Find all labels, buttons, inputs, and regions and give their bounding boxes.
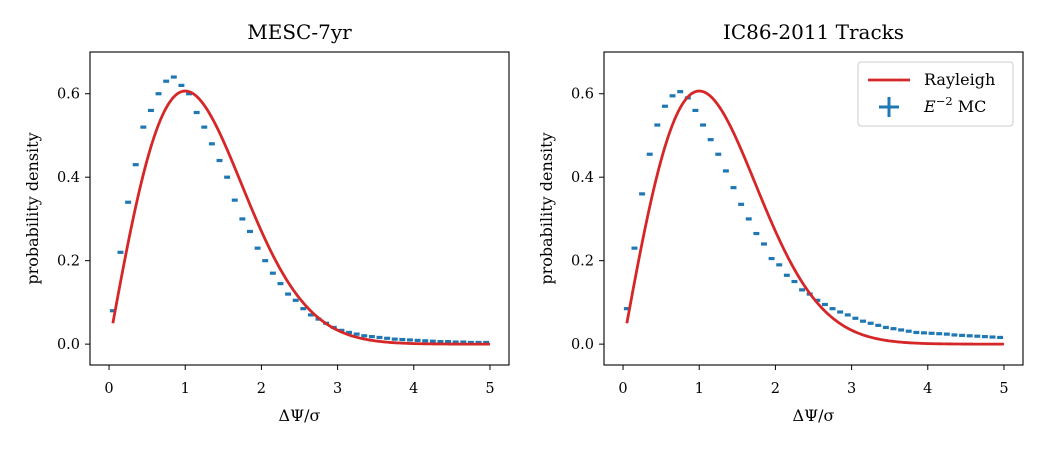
chart-title: MESC-7yr [247,20,352,44]
y-tick-label: 0.0 [57,337,80,353]
x-tick-label: 3 [333,381,342,397]
x-tick-label: 4 [409,381,418,397]
legend-box [857,61,1014,127]
legend: Rayleigh E−2 MC [857,61,1014,127]
chart-panel-1: MESC-7yr 0 1 2 3 4 5 0.0 0.2 0.4 0.6 ΔΨ/σ probabilit… [23,20,510,425]
chart-title: IC86-2011 Tracks [723,20,904,44]
y-tick-label: 0.6 [571,87,594,103]
y-tick-label: 0.4 [57,170,80,186]
plot-frame [603,51,1024,366]
x-tick-label: 5 [485,381,494,397]
y-tick-label: 0.2 [571,254,594,270]
y-axis-label: probability density [23,132,42,284]
x-tick-label: 4 [923,381,932,397]
legend-label-rayleigh: Rayleigh [924,70,995,89]
y-tick-label: 0.0 [571,337,594,353]
x-tick-label: 2 [771,381,780,397]
y-axis-label: probability density [537,132,556,284]
x-tick-label: 0 [618,381,627,397]
x-tick-label: 1 [695,381,704,397]
legend-label-mc: E−2 MC [923,94,986,116]
x-tick-label: 3 [847,381,856,397]
plot-frame [89,51,510,366]
x-tick-label: 0 [104,381,113,397]
x-tick-label: 2 [257,381,266,397]
y-tick-label: 0.6 [57,87,80,103]
rayleigh-curve [625,89,1004,346]
y-tick-label: 0.2 [57,254,80,270]
rayleigh-curve [111,89,490,346]
y-tick-label: 0.4 [571,170,594,186]
x-tick-label: 1 [181,381,190,397]
chart-panel-2: IC86-2011 Tracks 0 1 2 3 4 5 0.0 0.2 0.4 0.6 ΔΨ/σ pr… [537,20,1024,425]
x-axis-label: ΔΨ/σ [279,406,321,425]
x-axis-label: ΔΨ/σ [793,406,835,425]
x-tick-label: 5 [999,381,1008,397]
